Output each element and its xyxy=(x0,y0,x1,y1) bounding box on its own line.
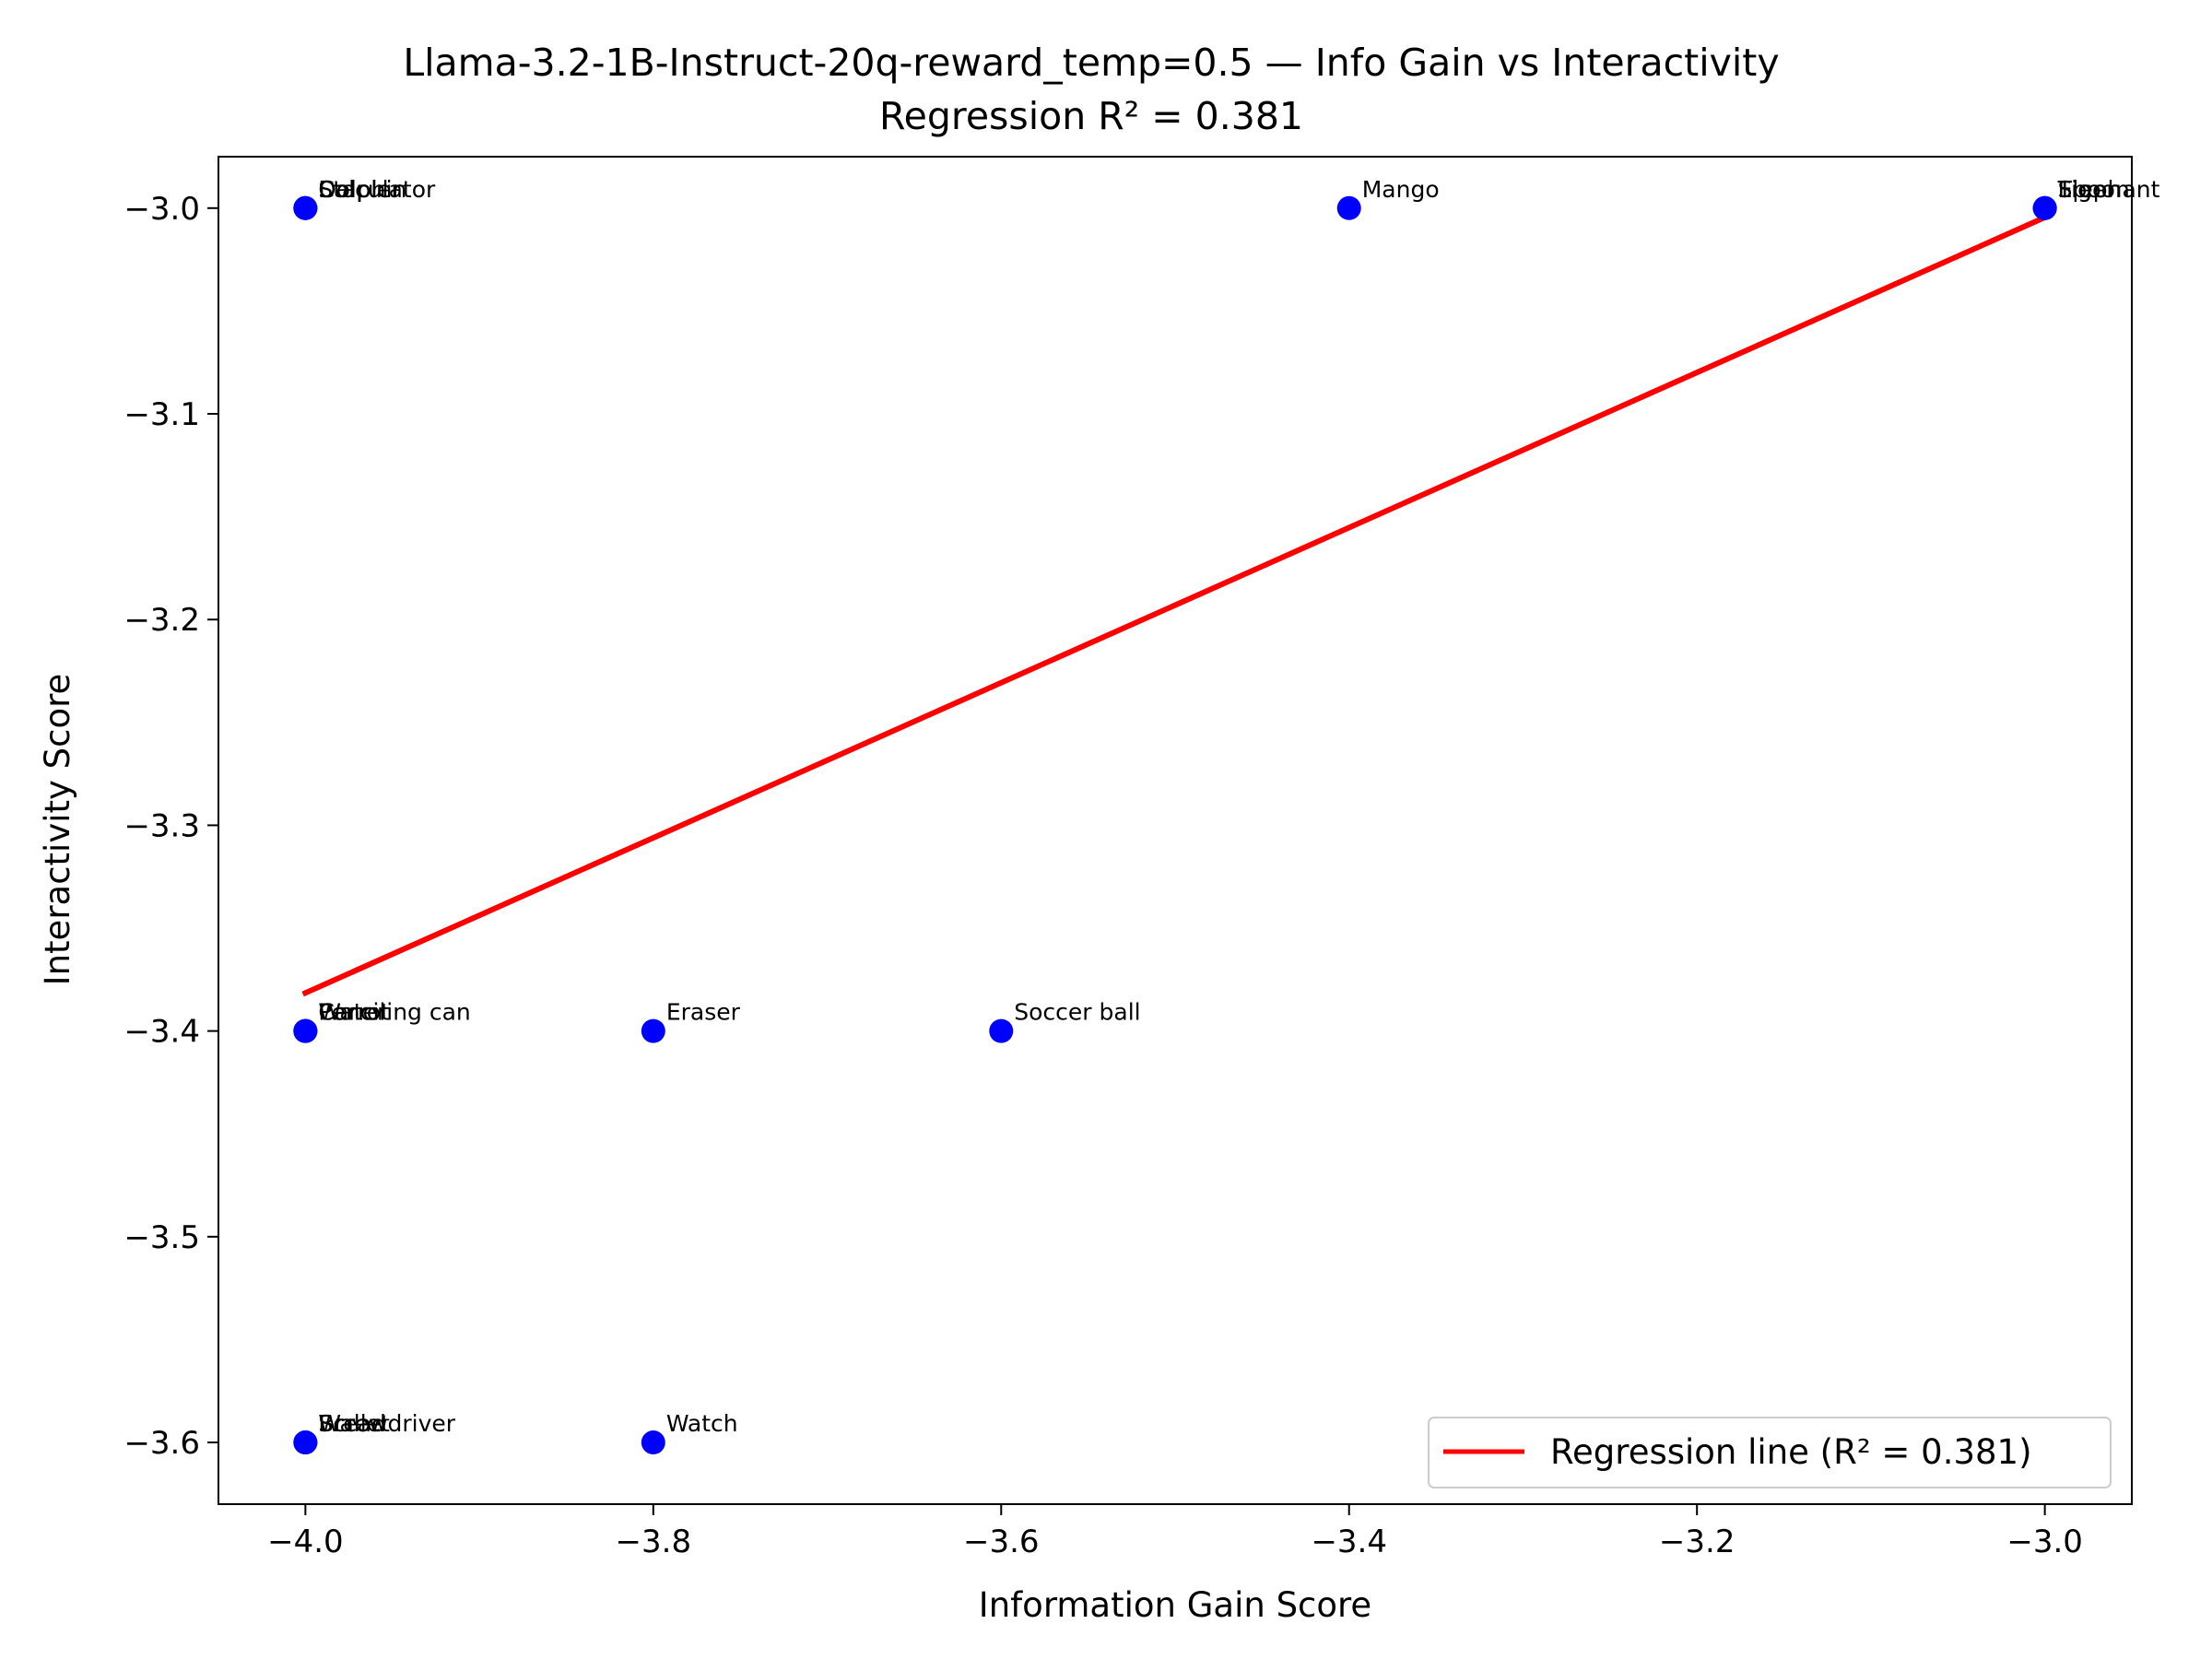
point-label: Watch xyxy=(666,1410,738,1437)
point-label: Wallet xyxy=(318,1410,390,1437)
legend-box xyxy=(1428,1417,2112,1488)
x-axis-ticks: −4.0 −3.8 −3.6 −3.4 −3.2 −3.0 xyxy=(267,1504,2083,1560)
y-tick-label: −3.6 xyxy=(124,1425,200,1462)
point-label: Mango xyxy=(1362,176,1440,203)
data-point xyxy=(641,1430,665,1455)
x-tick-label: −3.6 xyxy=(963,1524,1040,1560)
y-tick-label: −3.1 xyxy=(124,396,200,433)
chart-subtitle: Regression R² = 0.381 xyxy=(879,94,1303,138)
x-tick-label: −3.4 xyxy=(1311,1524,1387,1560)
data-point xyxy=(989,1018,1014,1043)
point-label: Pencil xyxy=(318,999,385,1026)
y-tick-label: −3.3 xyxy=(124,807,200,844)
data-point xyxy=(293,1430,318,1455)
data-point xyxy=(2032,195,2057,220)
y-axis-ticks: −3.0 −3.1 −3.2 −3.3 −3.4 −3.5 −3.6 xyxy=(124,191,218,1462)
point-label: Spoon xyxy=(2058,176,2130,203)
y-tick-label: −3.0 xyxy=(124,191,200,228)
regression-line xyxy=(301,213,2049,997)
point-label: Stapler xyxy=(318,176,401,203)
point-label: Elephant xyxy=(2058,176,2160,203)
y-tick-label: −3.4 xyxy=(124,1014,200,1051)
chart-title: Llama-3.2-1B-Instruct-20q-reward_temp=0.… xyxy=(403,41,1779,85)
legend: Regression line (R² = 0.381) xyxy=(1428,1417,2112,1488)
y-axis-label: Interactivity Score xyxy=(38,674,77,986)
x-tick-label: −3.0 xyxy=(2006,1524,2083,1560)
data-point xyxy=(293,195,318,220)
legend-label: Regression line (R² = 0.381) xyxy=(1550,1432,2032,1472)
data-point xyxy=(293,1018,318,1043)
point-label: Bread xyxy=(318,1410,385,1437)
data-point xyxy=(1336,195,1361,220)
point-label: Dolphin xyxy=(318,176,406,203)
y-tick-label: −3.2 xyxy=(124,602,200,639)
data-point xyxy=(641,1018,665,1043)
x-axis-label: Information Gain Score xyxy=(979,1585,1371,1625)
point-label: Calculator xyxy=(318,176,436,203)
point-label: Screwdriver xyxy=(318,1410,455,1437)
point-label: Soccer ball xyxy=(1014,999,1140,1026)
x-tick-label: −4.0 xyxy=(267,1524,344,1560)
y-tick-label: −3.5 xyxy=(124,1219,200,1256)
plot-frame xyxy=(218,156,2133,1505)
point-label: Carrot xyxy=(318,999,390,1026)
point-label: Eraser xyxy=(666,999,741,1026)
x-tick-label: −3.8 xyxy=(616,1524,692,1560)
x-tick-label: −3.2 xyxy=(1659,1524,1735,1560)
point-label: Tiger xyxy=(2057,176,2117,203)
point-label: Watering can xyxy=(318,999,470,1026)
